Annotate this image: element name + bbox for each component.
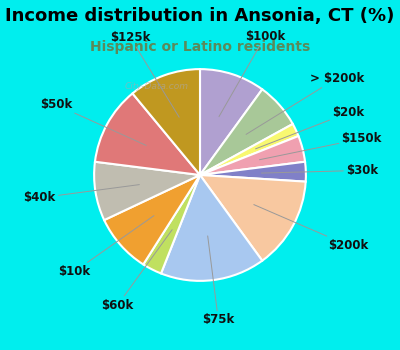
Text: City-Data.com: City-Data.com — [125, 82, 189, 91]
Text: $40k: $40k — [24, 184, 139, 204]
Text: $50k: $50k — [40, 98, 146, 145]
Wedge shape — [132, 69, 200, 175]
Wedge shape — [104, 175, 200, 264]
Wedge shape — [200, 175, 306, 261]
Text: $150k: $150k — [260, 132, 382, 160]
Text: $200k: $200k — [254, 205, 368, 252]
Wedge shape — [200, 124, 298, 175]
Wedge shape — [200, 162, 306, 182]
Wedge shape — [143, 175, 200, 273]
Wedge shape — [200, 69, 262, 175]
Wedge shape — [95, 93, 200, 175]
Text: Income distribution in Ansonia, CT (%): Income distribution in Ansonia, CT (%) — [5, 7, 395, 25]
Wedge shape — [200, 136, 305, 175]
Text: $10k: $10k — [58, 216, 154, 278]
Wedge shape — [94, 162, 200, 220]
Text: $125k: $125k — [110, 31, 179, 117]
Text: $20k: $20k — [256, 106, 364, 149]
Wedge shape — [161, 175, 262, 281]
Text: $75k: $75k — [202, 236, 234, 327]
Text: $100k: $100k — [219, 29, 286, 117]
Wedge shape — [200, 89, 293, 175]
Text: $30k: $30k — [261, 164, 378, 177]
Text: > $200k: > $200k — [246, 72, 364, 134]
Text: Hispanic or Latino residents: Hispanic or Latino residents — [90, 40, 310, 54]
Text: $60k: $60k — [102, 230, 172, 312]
